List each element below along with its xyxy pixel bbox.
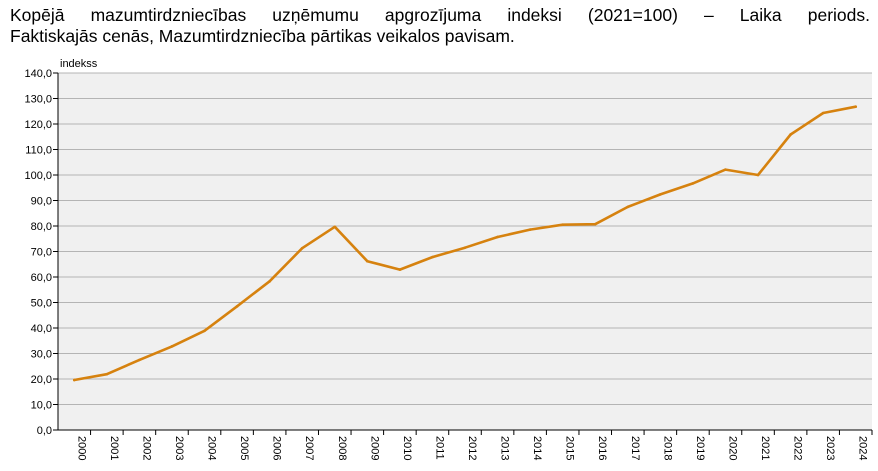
data-point[interactable]	[170, 345, 174, 348]
data-point[interactable]	[235, 305, 239, 308]
data-point[interactable]	[756, 173, 760, 177]
data-point[interactable]	[333, 225, 337, 229]
x-tick-label: 2013	[499, 436, 511, 460]
x-tick-label: 2021	[759, 436, 771, 460]
y-tick-label: 130,0	[24, 94, 52, 106]
data-point[interactable]	[366, 259, 369, 263]
y-tick-label: 110,0	[25, 145, 52, 157]
y-tick-label: 140,0	[24, 68, 52, 80]
y-tick-label: 80,0	[31, 221, 52, 233]
data-point[interactable]	[496, 235, 499, 239]
data-point[interactable]	[626, 205, 630, 209]
data-point[interactable]	[431, 255, 434, 259]
chart-title-line: Kopējā mazumtirdzniecības uzņēmumu apgro…	[10, 5, 870, 25]
x-tick-label: 2000	[75, 436, 87, 460]
x-tick-label: 2017	[629, 436, 641, 460]
series-group	[72, 105, 858, 382]
y-tick-label: 100,0	[24, 170, 52, 182]
x-tick-label: 2001	[108, 436, 120, 460]
data-point[interactable]	[561, 223, 564, 227]
data-point[interactable]	[821, 111, 825, 115]
y-tick-label: 60,0	[31, 272, 52, 284]
y-tick-label: 30,0	[31, 349, 52, 361]
x-tick-label: 2007	[303, 436, 315, 460]
y-tick-label: 90,0	[31, 196, 52, 208]
x-tick-label: 2011	[433, 436, 445, 460]
x-tick-label: 2005	[238, 436, 250, 460]
x-tick-label: 2003	[173, 436, 185, 460]
data-point[interactable]	[724, 168, 727, 171]
x-tick-label: 2010	[401, 436, 413, 460]
data-point[interactable]	[398, 268, 402, 271]
x-tick-label: 2022	[792, 436, 804, 460]
y-tick-label: 70,0	[31, 247, 52, 259]
x-tick-label: 2006	[271, 436, 283, 460]
data-point[interactable]	[105, 372, 109, 376]
x-axis: 2000 2001 2002 2003 2004 2005 2006 2007 2008 2009…	[58, 429, 873, 460]
x-tick-label: 2015	[564, 436, 576, 460]
data-point[interactable]	[300, 246, 304, 250]
y-tick-label: 50,0	[31, 298, 52, 310]
y-tick-label: 0,0	[37, 425, 52, 437]
x-tick-label: 2023	[824, 436, 836, 460]
data-point[interactable]	[463, 246, 467, 249]
chart-title: Kopējā mazumtirdzniecības uzņēmumu apgro…	[10, 5, 870, 47]
x-tick-label: 2002	[140, 436, 152, 460]
data-point[interactable]	[854, 105, 858, 108]
data-point[interactable]	[72, 378, 76, 382]
x-tick-label: 2019	[694, 436, 706, 460]
x-tick-label: 2014	[531, 436, 543, 460]
data-point[interactable]	[691, 182, 695, 185]
y-tick-label: 40,0	[31, 323, 52, 335]
data-point[interactable]	[593, 222, 597, 226]
y-tick-label: 10,0	[31, 400, 52, 412]
x-tick-label: 2008	[336, 436, 348, 460]
x-tick-label: 2009	[368, 436, 380, 460]
x-tick-label: 2012	[466, 436, 478, 460]
data-point[interactable]	[789, 133, 792, 136]
y-axis-label: indekss	[60, 58, 98, 70]
x-tick-label: 2020	[726, 436, 738, 460]
data-point[interactable]	[528, 228, 532, 231]
y-axis: 0,0 10,0 20,0 30,0 40,0 50,0 60,0 70,0 80,0 90,0 1…	[24, 68, 59, 437]
x-tick-label: 2018	[661, 436, 673, 460]
x-tick-label: 2004	[206, 436, 218, 460]
data-point[interactable]	[203, 329, 206, 333]
data-point[interactable]	[659, 193, 662, 196]
x-tick-label: 2016	[596, 436, 608, 460]
gridlines	[58, 72, 872, 405]
chart-subtitle-line: Faktiskajās cenās, Mazumtirdzniecība pār…	[10, 26, 515, 46]
y-tick-label: 20,0	[31, 374, 52, 386]
data-point[interactable]	[138, 358, 141, 362]
x-tick-label: 2024	[857, 436, 869, 460]
y-tick-label: 120,0	[24, 119, 52, 131]
data-point[interactable]	[268, 280, 271, 283]
